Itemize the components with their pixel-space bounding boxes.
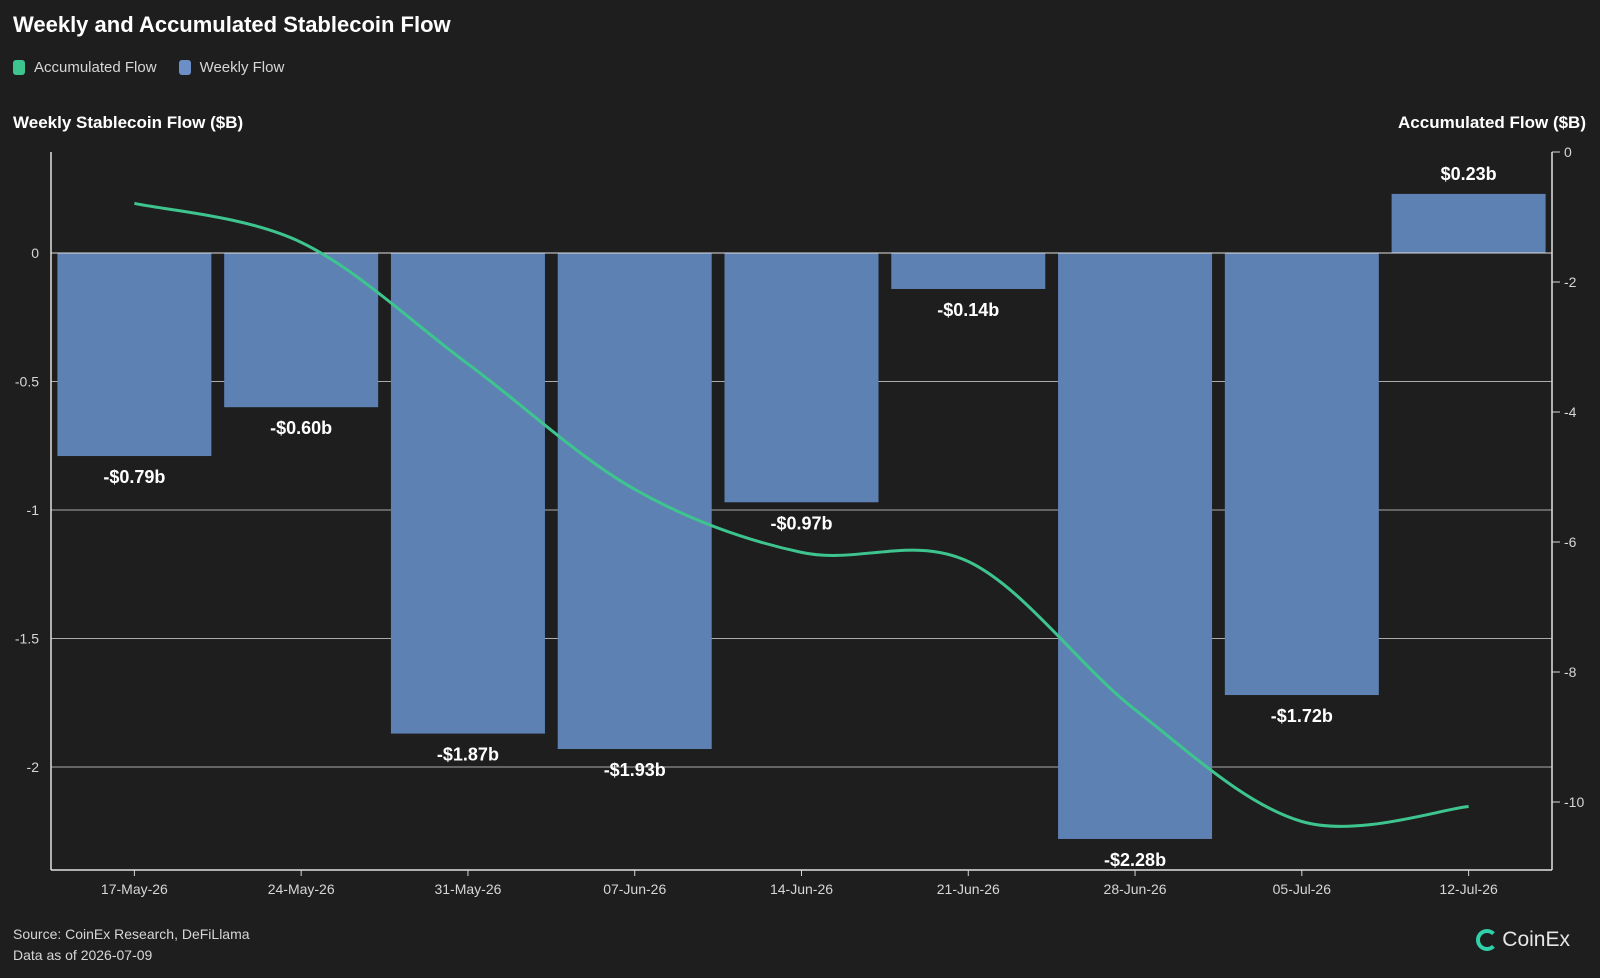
bar-data-label: -$1.87b [437,745,499,765]
right-axis-title: Accumulated Flow ($B) [1398,113,1586,132]
bar-weekly-flow [1391,193,1546,253]
x-tick-label: 14-Jun-26 [770,881,833,897]
legend-label-weekly: Weekly Flow [199,59,285,76]
left-tick-label: -1.5 [15,631,39,647]
legend: Accumulated Flow Weekly Flow [13,59,306,76]
x-tick-label: 17-May-26 [101,881,168,897]
left-tick-label: 0 [31,245,39,261]
chart-title: Weekly and Accumulated Stablecoin Flow [13,12,451,37]
legend-swatch-accumulated [13,60,25,75]
left-axis-title: Weekly Stablecoin Flow ($B) [13,113,244,132]
right-tick-label: 0 [1564,144,1572,160]
legend-item-weekly[interactable]: Weekly Flow [178,59,285,76]
bar-weekly-flow [724,253,879,503]
bar-data-label: -$0.60b [270,418,332,438]
bar-data-label: -$0.97b [770,513,832,533]
bar-data-label: -$1.93b [604,760,666,780]
line-accumulated-flow [134,201,1469,828]
footer: Source: CoinEx Research, DeFiLlama Data … [13,924,250,966]
right-tick-label: -10 [1564,794,1584,810]
brand-name: CoinEx [1502,928,1570,951]
bar-weekly-flow [390,253,545,734]
right-tick-label: -6 [1564,534,1577,550]
right-tick-label: -4 [1564,404,1577,420]
right-tick-label: -2 [1564,274,1577,290]
bar-data-label: $0.23b [1441,164,1497,184]
bar-data-label: -$0.14b [937,300,999,320]
bar-weekly-flow [224,253,379,408]
source-text: Source: CoinEx Research, DeFiLlama [13,926,250,942]
bar-data-label: -$1.72b [1271,706,1333,726]
left-tick-label: -2 [27,759,40,775]
x-tick-label: 05-Jul-26 [1273,881,1332,897]
bar-data-label: -$0.79b [103,467,165,487]
x-tick-label: 31-May-26 [434,881,501,897]
brand-logo: CoinEx [1476,928,1570,952]
legend-swatch-weekly [178,60,191,75]
bar-weekly-flow [557,253,712,750]
x-tick-label: 24-May-26 [268,881,335,897]
bar-weekly-flow [57,253,212,457]
legend-item-accumulated[interactable]: Accumulated Flow [13,59,157,76]
right-tick-label: -8 [1564,664,1577,680]
legend-label-accumulated: Accumulated Flow [34,59,157,76]
x-tick-label: 21-Jun-26 [937,881,1000,897]
left-tick-label: -1 [27,502,40,518]
x-tick-label: 12-Jul-26 [1439,881,1498,897]
x-tick-label: 07-Jun-26 [603,881,666,897]
bar-weekly-flow [1058,253,1213,839]
bar-data-label: -$2.28b [1104,850,1166,870]
coinex-logo-icon [1476,929,1499,951]
left-tick-label: -0.5 [15,374,39,390]
x-tick-label: 28-Jun-26 [1104,881,1167,897]
data-date-text: Data as of 2026-07-09 [13,947,153,963]
bar-weekly-flow [891,253,1046,289]
bar-weekly-flow [1224,253,1379,696]
